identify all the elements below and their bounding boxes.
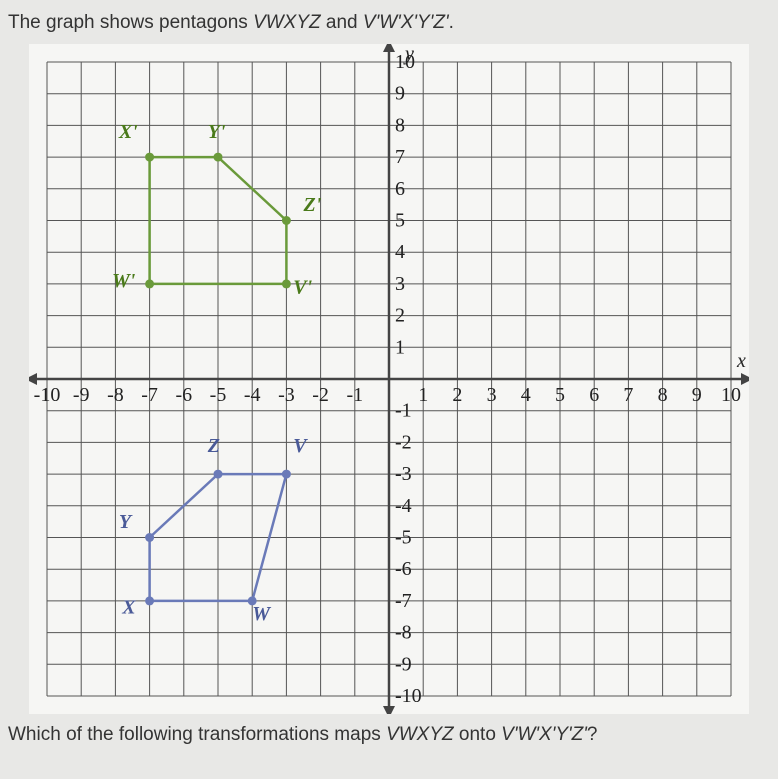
x-tick-label: -4 xyxy=(244,384,261,406)
x-tick-label: -3 xyxy=(278,384,295,406)
y-tick-label: -9 xyxy=(395,653,412,675)
axis-arrow xyxy=(383,44,395,52)
y-tick-label: 7 xyxy=(395,146,405,168)
pentagon-image-vertex-label: Z' xyxy=(303,194,322,216)
x-tick-label: 2 xyxy=(452,384,462,406)
axis-arrow xyxy=(741,373,749,385)
pentagon-original-vertex-label: X xyxy=(121,597,136,619)
pentagon-original-vertex xyxy=(145,596,154,605)
y-tick-label: -1 xyxy=(395,400,412,422)
x-tick-label: -8 xyxy=(107,384,124,406)
y-tick-label: 1 xyxy=(395,336,405,358)
coordinate-graph: -10-9-8-7-6-5-4-3-2-112345678910-10-9-8-… xyxy=(29,44,749,714)
q-p2: V'W'X'Y'Z' xyxy=(363,12,449,33)
pentagon-image-vertex-label: V' xyxy=(293,276,312,298)
q-prefix: The graph shows pentagons xyxy=(8,12,253,33)
y-tick-label: -5 xyxy=(395,527,412,549)
x-tick-label: -7 xyxy=(141,384,158,406)
x-tick-label: 9 xyxy=(692,384,702,406)
y-tick-label: -7 xyxy=(395,590,412,612)
y-tick-label: -3 xyxy=(395,463,412,485)
pentagon-original-vertex-label: V xyxy=(293,435,308,457)
q-p1: VWXYZ xyxy=(253,12,321,33)
x-tick-label: -2 xyxy=(312,384,329,406)
y-tick-label: -10 xyxy=(395,685,422,707)
x-tick-label: 6 xyxy=(589,384,599,406)
x-tick-label: -9 xyxy=(73,384,90,406)
x-tick-label: 5 xyxy=(555,384,565,406)
y-tick-label: 6 xyxy=(395,178,405,200)
pentagon-image-vertex-label: Y' xyxy=(208,121,226,143)
pentagon-original-vertex-label: Z xyxy=(207,435,220,457)
question-text: The graph shows pentagons VWXYZ and V'W'… xyxy=(8,12,770,34)
axis-arrow xyxy=(383,706,395,714)
f-suffix: ? xyxy=(587,724,598,745)
x-tick-label: 8 xyxy=(658,384,668,406)
y-axis-label: y xyxy=(403,44,414,65)
pentagon-image-vertex xyxy=(214,153,223,162)
followup-text: Which of the following transformations m… xyxy=(8,724,770,746)
y-tick-label: 3 xyxy=(395,273,405,295)
pentagon-original-vertex xyxy=(282,470,291,479)
y-tick-label: 4 xyxy=(395,241,405,263)
y-tick-label: -6 xyxy=(395,558,412,580)
x-tick-label: 10 xyxy=(721,384,741,406)
pentagon-image-vertex xyxy=(282,279,291,288)
y-tick-label: 2 xyxy=(395,305,405,327)
f-mid: onto xyxy=(454,724,502,745)
pentagon-image-vertex xyxy=(145,279,154,288)
q-suffix: . xyxy=(449,12,454,33)
x-tick-label: -10 xyxy=(34,384,61,406)
pentagon-original-vertex xyxy=(214,470,223,479)
x-tick-label: -5 xyxy=(210,384,227,406)
pentagon-image-vertex xyxy=(282,216,291,225)
f-prefix: Which of the following transformations m… xyxy=(8,724,386,745)
pentagon-original-vertex xyxy=(145,533,154,542)
x-axis-label: x xyxy=(736,350,746,372)
x-tick-label: -6 xyxy=(175,384,192,406)
graph-svg: -10-9-8-7-6-5-4-3-2-112345678910-10-9-8-… xyxy=(29,44,749,714)
pentagon-original-vertex-label: Y xyxy=(119,511,133,533)
pentagon-image-vertex xyxy=(145,153,154,162)
y-tick-label: -8 xyxy=(395,622,412,644)
y-tick-label: 5 xyxy=(395,210,405,232)
q-mid: and xyxy=(321,12,363,33)
y-tick-label: 8 xyxy=(395,114,405,136)
y-tick-label: -2 xyxy=(395,431,412,453)
f-p2: V'W'X'Y'Z' xyxy=(501,724,587,745)
x-tick-label: 1 xyxy=(418,384,428,406)
f-p1: VWXYZ xyxy=(386,724,454,745)
pentagon-original-vertex-label: W xyxy=(252,603,271,625)
pentagon-image-vertex-label: W' xyxy=(112,270,136,292)
y-tick-label: 9 xyxy=(395,83,405,105)
x-tick-label: 3 xyxy=(487,384,497,406)
pentagon-image-vertex-label: X' xyxy=(118,121,138,143)
x-tick-label: 7 xyxy=(623,384,633,406)
x-tick-label: 4 xyxy=(521,384,531,406)
y-tick-label: -4 xyxy=(395,495,412,517)
x-tick-label: -1 xyxy=(346,384,363,406)
